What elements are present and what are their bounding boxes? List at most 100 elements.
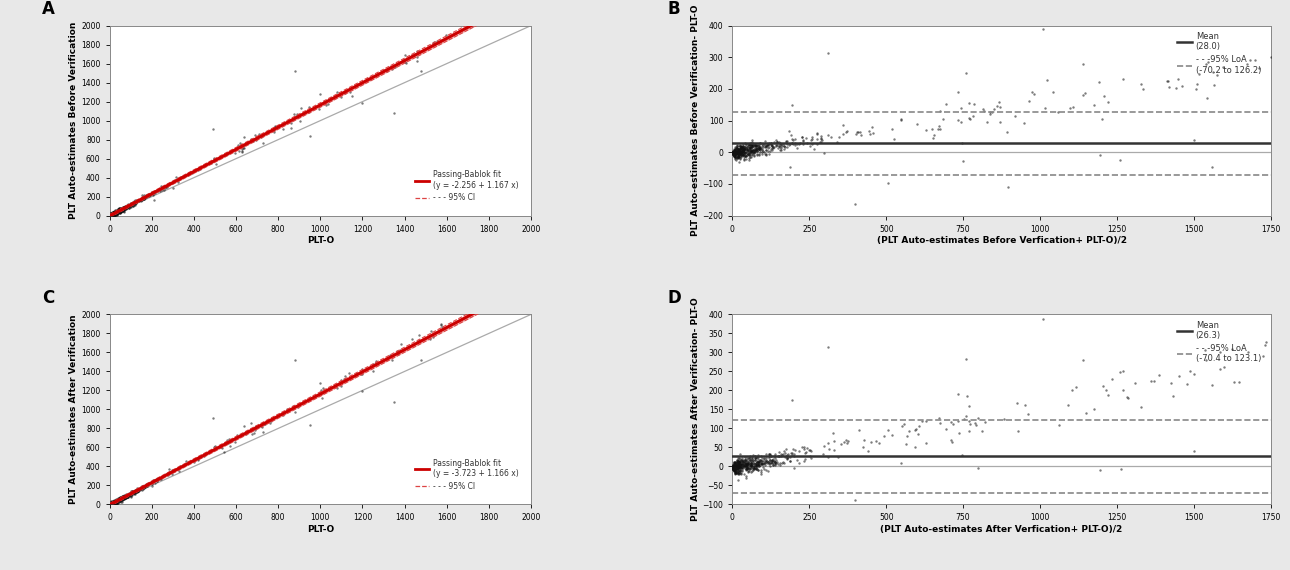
- Point: [285, 408, 306, 417]
- Point: [729, 453, 749, 462]
- Point: [101, 210, 121, 219]
- Point: [1224, 378, 1245, 387]
- Point: [749, 147, 770, 156]
- Point: [722, 148, 743, 157]
- Point: [730, 460, 751, 469]
- Point: [121, 487, 142, 496]
- Point: [756, 454, 777, 463]
- Point: [107, 207, 128, 217]
- Point: [752, 140, 773, 149]
- Point: [101, 209, 121, 218]
- Point: [103, 500, 124, 509]
- Point: [121, 199, 142, 208]
- Point: [859, 129, 880, 138]
- Point: [746, 463, 766, 473]
- Point: [377, 354, 397, 363]
- Point: [102, 497, 123, 506]
- Point: [108, 494, 129, 503]
- Point: [99, 210, 120, 219]
- Point: [1202, 381, 1223, 390]
- Point: [746, 465, 766, 474]
- Point: [245, 421, 266, 430]
- Point: [734, 461, 755, 470]
- Point: [103, 500, 124, 509]
- Point: [170, 173, 191, 182]
- Point: [128, 486, 148, 495]
- Point: [115, 493, 135, 502]
- Point: [142, 479, 163, 488]
- Point: [99, 211, 120, 220]
- Point: [133, 193, 154, 202]
- Point: [1066, 383, 1086, 392]
- Point: [733, 459, 753, 469]
- Point: [102, 497, 123, 506]
- Point: [106, 207, 126, 216]
- Point: [759, 141, 779, 150]
- Point: [99, 499, 120, 508]
- Point: [731, 148, 752, 157]
- Point: [728, 462, 748, 471]
- Point: [742, 462, 762, 471]
- Point: [837, 438, 858, 447]
- Point: [134, 483, 155, 492]
- Point: [863, 129, 884, 138]
- Point: [233, 132, 254, 141]
- Point: [108, 206, 129, 215]
- Point: [930, 107, 951, 116]
- Point: [759, 459, 779, 469]
- Point: [116, 493, 137, 502]
- Point: [121, 490, 142, 499]
- Point: [133, 482, 154, 491]
- Point: [138, 479, 159, 488]
- Point: [761, 451, 782, 461]
- Point: [751, 455, 771, 465]
- Point: [107, 496, 128, 505]
- Point: [858, 127, 878, 136]
- Point: [106, 207, 126, 216]
- Point: [726, 149, 747, 158]
- Point: [110, 495, 130, 504]
- Point: [121, 487, 142, 496]
- Point: [114, 495, 134, 504]
- Point: [729, 145, 749, 154]
- Point: [103, 497, 124, 506]
- Point: [747, 451, 768, 460]
- Point: [753, 453, 774, 462]
- Point: [101, 499, 121, 508]
- Point: [987, 101, 1007, 111]
- Point: [789, 446, 810, 455]
- Point: [138, 191, 159, 200]
- Point: [730, 469, 751, 478]
- Point: [770, 144, 791, 153]
- Point: [755, 141, 775, 150]
- Point: [135, 191, 156, 200]
- Point: [103, 498, 124, 507]
- Point: [157, 470, 178, 479]
- Point: [742, 143, 762, 152]
- Point: [730, 463, 751, 472]
- Point: [725, 460, 746, 469]
- Point: [101, 499, 121, 508]
- Point: [108, 206, 129, 215]
- Point: [729, 149, 749, 158]
- Point: [724, 147, 744, 156]
- Point: [116, 491, 137, 500]
- Point: [128, 486, 148, 495]
- Point: [120, 200, 141, 209]
- Point: [116, 202, 137, 211]
- Point: [115, 203, 135, 213]
- Point: [748, 140, 769, 149]
- Point: [102, 498, 123, 507]
- Point: [99, 211, 120, 220]
- Point: [765, 460, 786, 469]
- Point: [739, 454, 760, 463]
- Point: [725, 146, 746, 155]
- Point: [233, 421, 254, 430]
- Point: [200, 447, 221, 456]
- Point: [172, 462, 192, 471]
- Point: [747, 458, 768, 467]
- Point: [995, 415, 1015, 424]
- Point: [731, 142, 752, 152]
- Point: [125, 197, 146, 206]
- Point: [733, 459, 753, 469]
